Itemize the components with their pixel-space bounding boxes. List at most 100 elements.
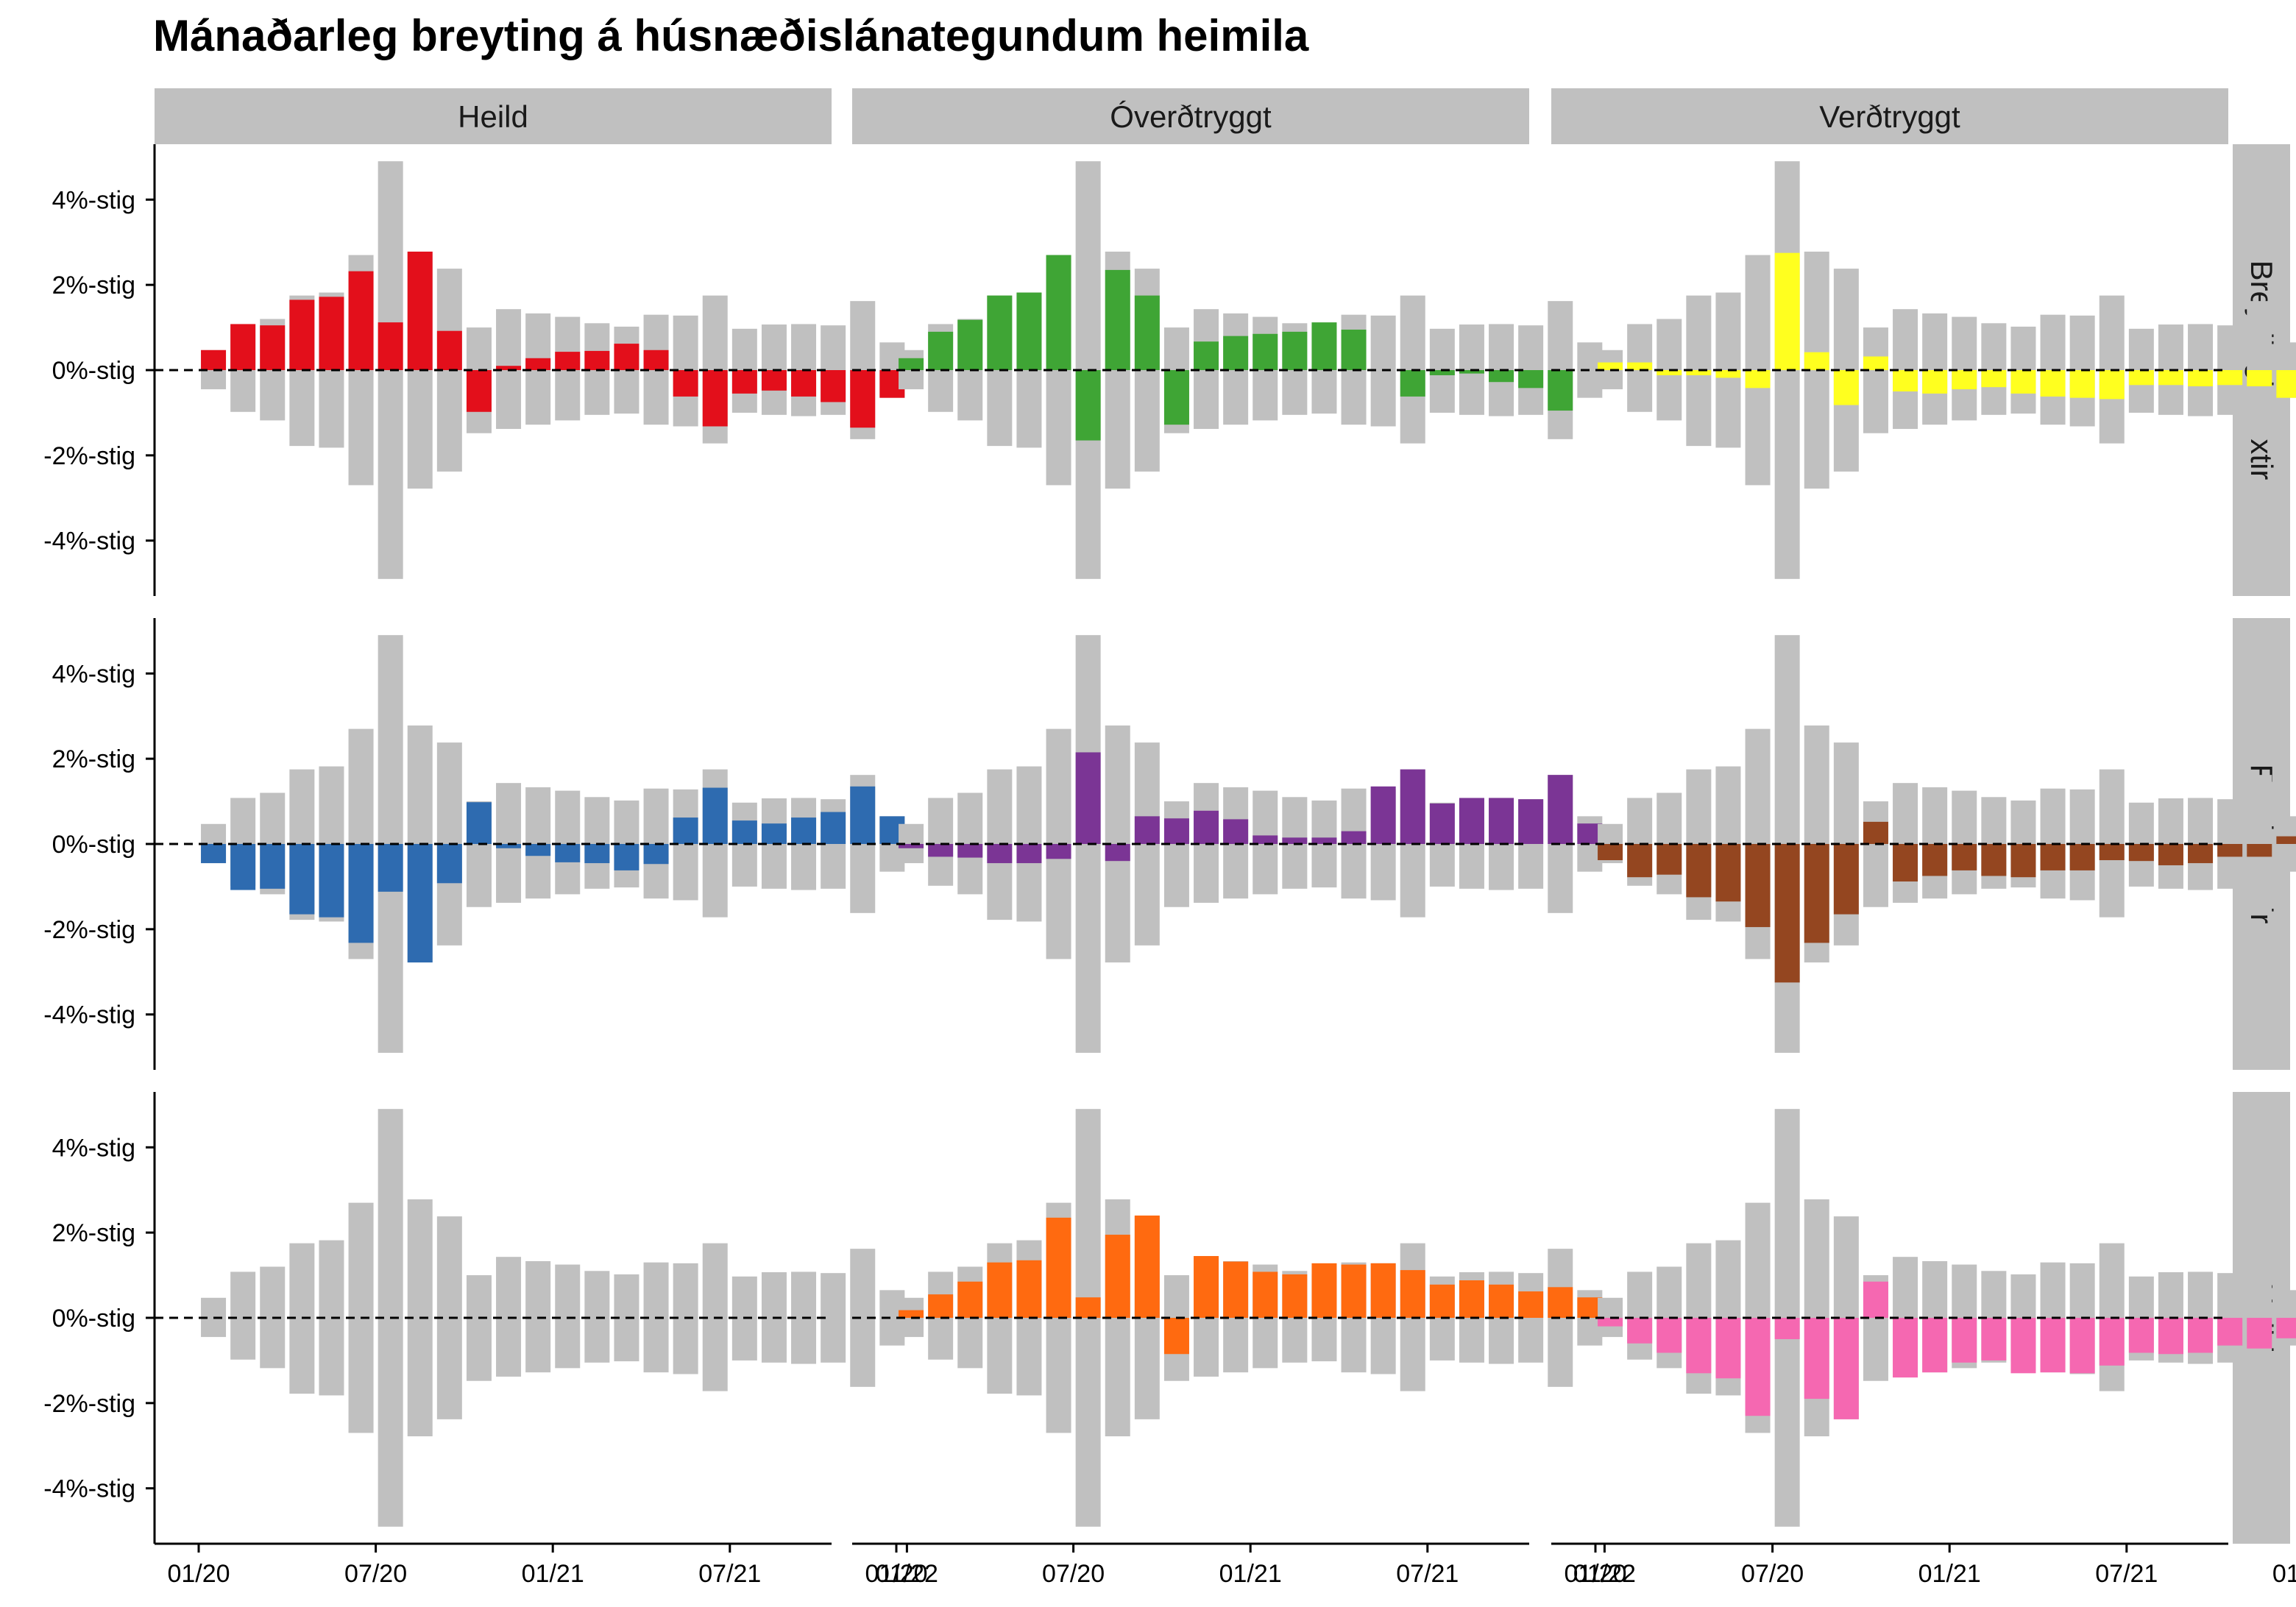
x-axis: 01/20 07/20 01/21 07/21 01/22 bbox=[1551, 1542, 2296, 1588]
data-bar bbox=[1893, 844, 1918, 881]
data-bar bbox=[643, 350, 669, 370]
data-bar bbox=[1075, 752, 1101, 844]
data-bar bbox=[2010, 844, 2036, 878]
data-bar bbox=[1686, 1318, 1712, 1374]
data-bar bbox=[731, 820, 757, 844]
data-bar bbox=[987, 1262, 1013, 1318]
data-bar bbox=[2128, 1318, 2154, 1353]
y-tick-label: 2%-stig bbox=[52, 745, 135, 773]
data-bar bbox=[260, 844, 286, 889]
data-bar bbox=[1598, 844, 1623, 861]
chart-panels bbox=[155, 161, 2296, 1527]
data-bar bbox=[1981, 844, 2007, 876]
y-tick-label: -4%-stig bbox=[43, 1001, 135, 1029]
data-bar bbox=[2069, 370, 2095, 398]
data-bar bbox=[614, 344, 639, 370]
data-bar bbox=[378, 322, 403, 370]
data-bar bbox=[230, 324, 256, 370]
data-bar bbox=[957, 319, 983, 370]
data-bar bbox=[2128, 370, 2154, 386]
data-bar bbox=[850, 786, 876, 844]
data-bar bbox=[928, 1294, 954, 1318]
panel-0-0 bbox=[155, 161, 905, 579]
y-tick-label: 0%-stig bbox=[52, 831, 135, 859]
data-bar bbox=[436, 844, 462, 884]
data-bar bbox=[1627, 1318, 1653, 1344]
y-tick-label: 0%-stig bbox=[52, 1305, 135, 1333]
data-bar bbox=[1370, 786, 1396, 844]
data-bar bbox=[1833, 1318, 1859, 1419]
data-bar bbox=[1863, 821, 1888, 844]
data-bar bbox=[1833, 370, 1859, 405]
column-strip-background bbox=[1551, 88, 2228, 144]
x-tick-label: 01/21 bbox=[1219, 1560, 1282, 1588]
data-bar bbox=[1016, 844, 1042, 864]
data-bar bbox=[1400, 769, 1425, 844]
panel-2-0 bbox=[155, 1109, 905, 1527]
y-tick-label: 4%-stig bbox=[52, 660, 135, 688]
panel-1-0 bbox=[155, 635, 905, 1053]
data-bar bbox=[2099, 370, 2125, 400]
column-strip: Heild bbox=[155, 88, 832, 144]
column-strip-background bbox=[155, 88, 832, 144]
data-bar bbox=[1745, 1318, 1771, 1416]
data-bar bbox=[230, 844, 256, 890]
data-bar bbox=[2188, 370, 2214, 387]
data-bar bbox=[1518, 1291, 1544, 1318]
x-tick-label: 07/21 bbox=[1396, 1560, 1459, 1588]
x-tick-label: 01/21 bbox=[522, 1560, 584, 1588]
data-bar bbox=[1715, 844, 1741, 902]
panel-0-1 bbox=[852, 161, 1603, 579]
data-bar bbox=[584, 844, 610, 864]
data-bar bbox=[1715, 1318, 1741, 1379]
data-bar bbox=[2040, 844, 2066, 870]
data-bar bbox=[2158, 370, 2183, 386]
data-bar bbox=[2247, 370, 2272, 387]
data-bar bbox=[2069, 1318, 2095, 1374]
data-bar bbox=[555, 844, 581, 862]
data-bar bbox=[1429, 370, 1455, 375]
data-bar bbox=[2276, 370, 2296, 398]
data-bar bbox=[2099, 844, 2125, 861]
data-bar bbox=[1518, 799, 1544, 844]
data-bar bbox=[1952, 370, 1977, 390]
data-bar bbox=[1981, 1318, 2007, 1361]
data-bar bbox=[1163, 1318, 1189, 1355]
y-axis: 4%-stig 2%-stig 0%-stig -2%-stig -4%-stig bbox=[43, 618, 156, 1070]
data-bar bbox=[1774, 252, 1800, 370]
panel-1-1 bbox=[852, 635, 1603, 1053]
data-bar bbox=[1548, 370, 1573, 411]
panel-1-2 bbox=[1551, 635, 2296, 1053]
background-bar bbox=[555, 790, 581, 895]
data-bar bbox=[2217, 1318, 2243, 1346]
data-bar bbox=[1745, 844, 1771, 927]
data-bar bbox=[1598, 1318, 1623, 1327]
data-bar bbox=[466, 370, 492, 412]
axes: 4%-stig2%-stig0%-stig-2%-stig-4%-stig4%-… bbox=[43, 144, 2296, 1588]
data-bar bbox=[1105, 844, 1130, 862]
data-bar bbox=[1863, 1281, 1888, 1318]
data-bar bbox=[702, 787, 728, 844]
data-bar bbox=[319, 297, 344, 370]
data-bar bbox=[1016, 292, 1042, 370]
data-bar bbox=[1400, 370, 1425, 397]
data-bar bbox=[731, 370, 757, 394]
data-bar bbox=[1194, 341, 1219, 370]
data-bar bbox=[1686, 844, 1712, 898]
data-bar bbox=[1893, 1318, 1918, 1378]
column-strip-label: Verðtryggt bbox=[1819, 99, 1960, 134]
data-bar bbox=[1657, 370, 1682, 375]
column-strip-label: Óverðtryggt bbox=[1110, 99, 1272, 134]
data-bar bbox=[1046, 1217, 1071, 1318]
data-bar bbox=[1548, 775, 1573, 844]
data-bar bbox=[2158, 1318, 2183, 1355]
data-bar bbox=[1311, 1263, 1337, 1318]
data-bar bbox=[1715, 370, 1741, 378]
data-bar bbox=[1311, 322, 1337, 370]
data-bar bbox=[1548, 1287, 1573, 1318]
data-bar bbox=[555, 352, 581, 370]
data-bar bbox=[1745, 370, 1771, 389]
data-bar bbox=[1075, 1297, 1101, 1318]
data-bar bbox=[525, 844, 551, 856]
